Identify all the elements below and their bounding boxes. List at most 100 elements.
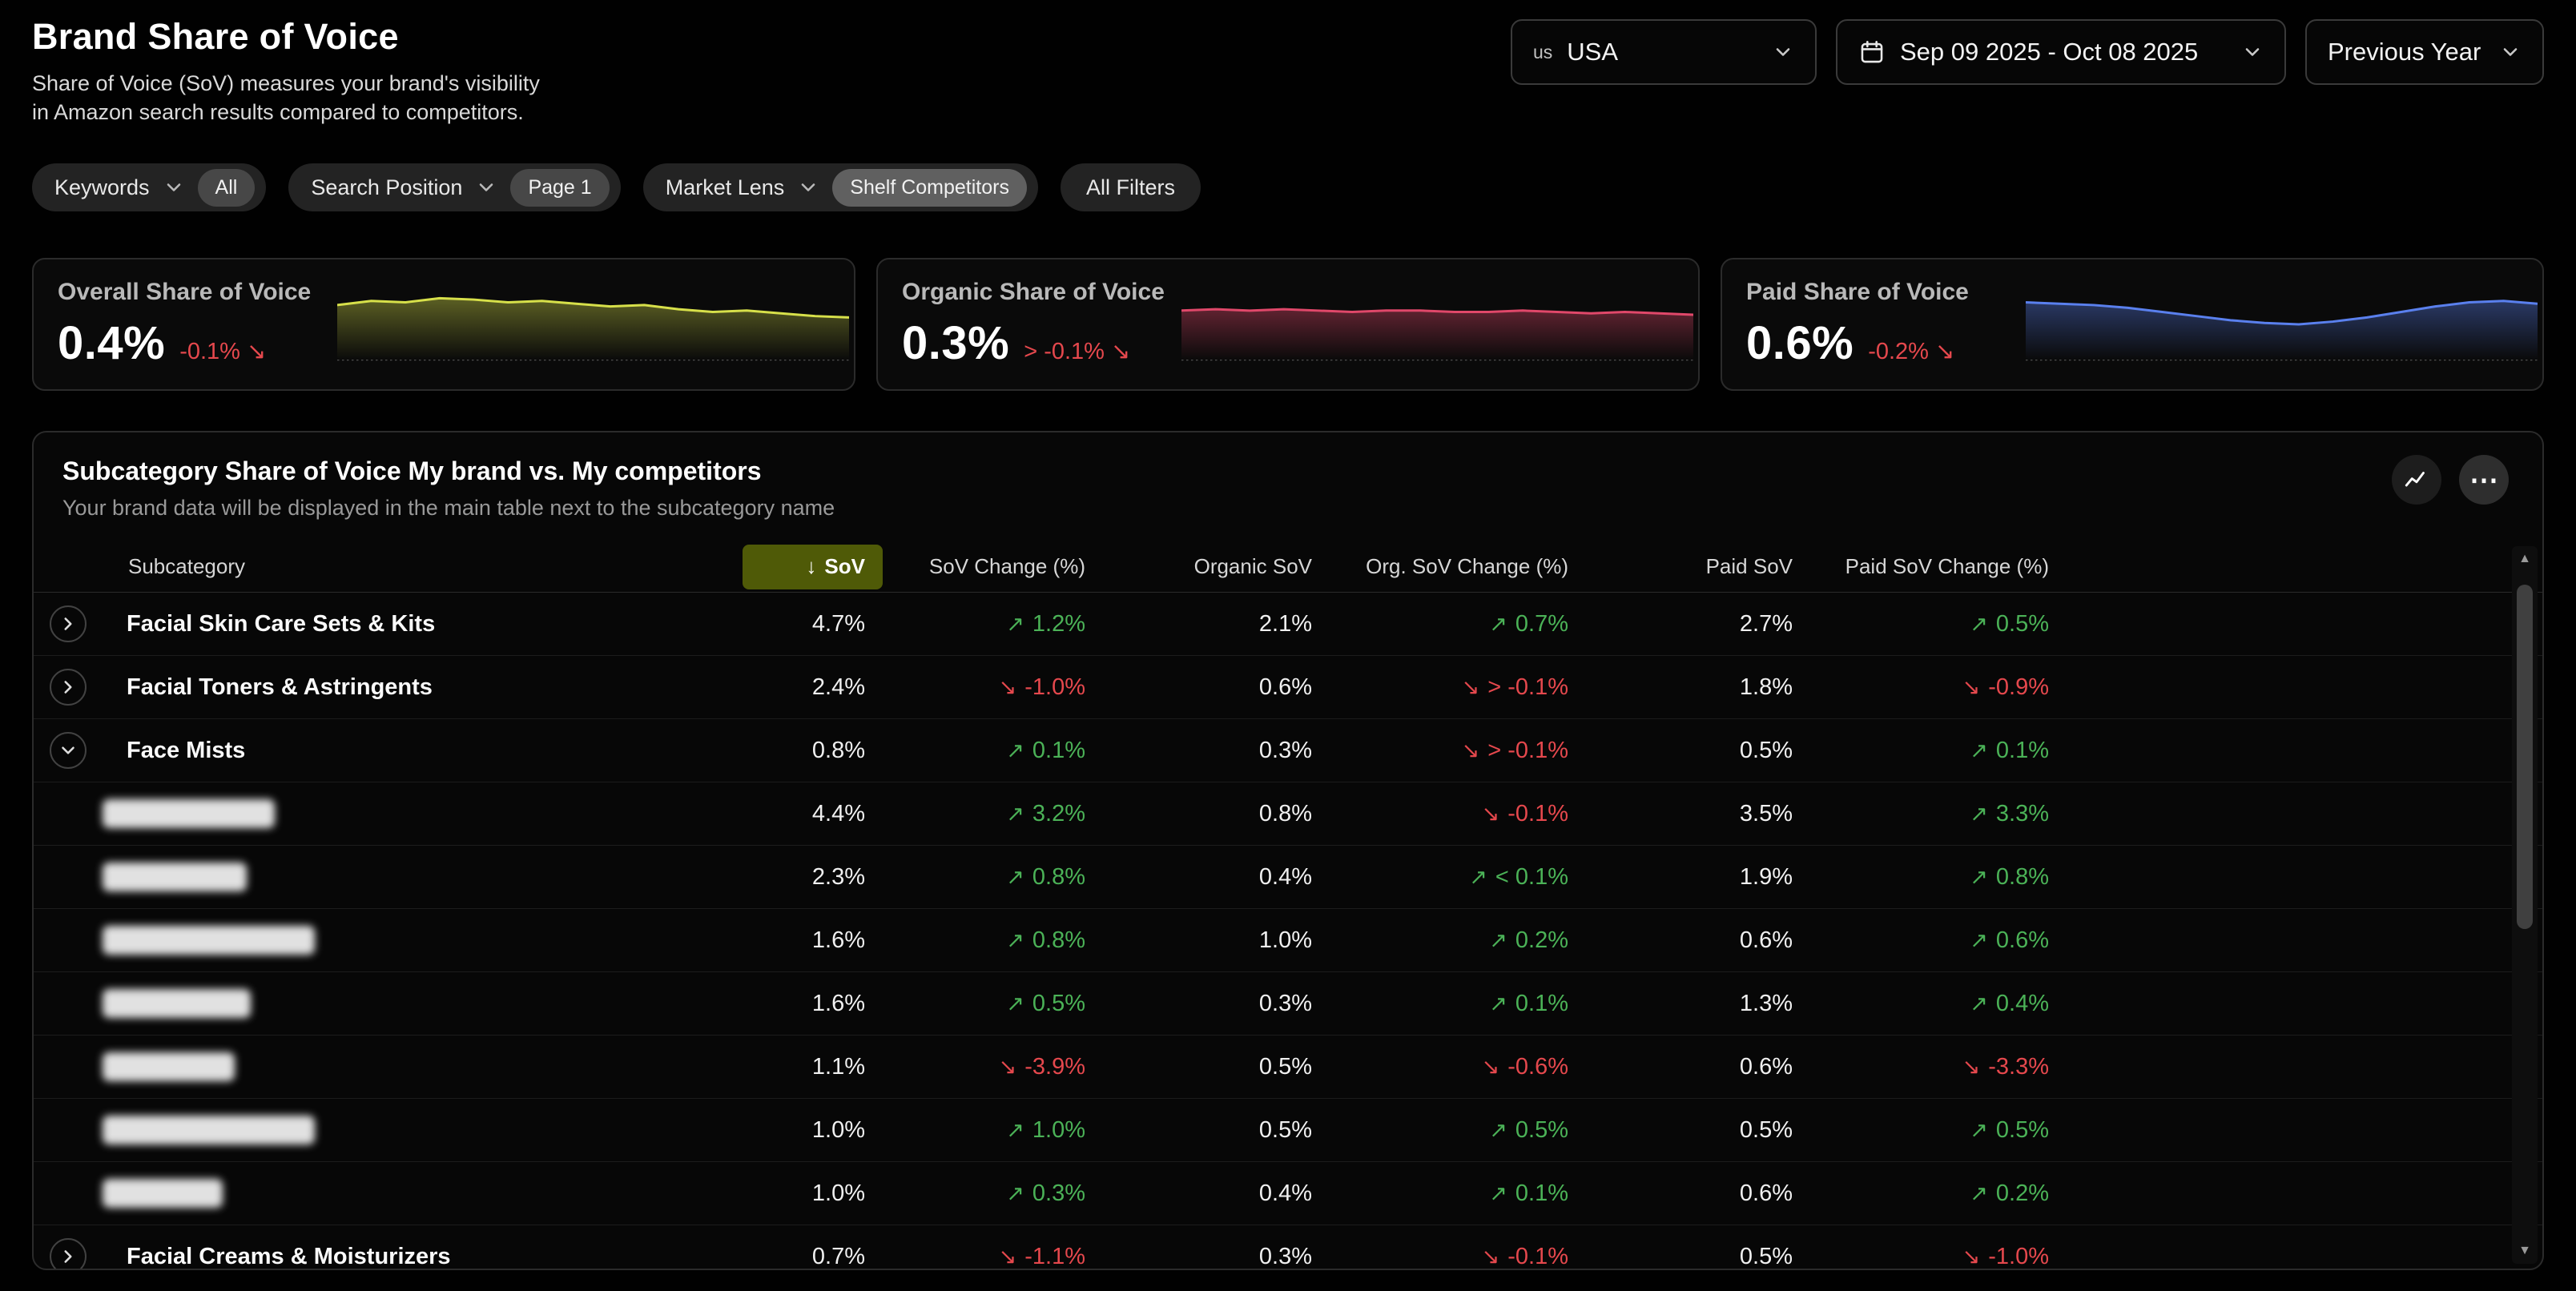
paid-sov-value: 0.6% bbox=[1739, 1180, 1793, 1206]
paid-sov-change: ↗ 0.5% bbox=[1970, 1116, 2049, 1143]
trend-down-icon: ↘ bbox=[1962, 1054, 1981, 1079]
country-name: USA bbox=[1567, 38, 1619, 66]
organic-sov-value: 0.4% bbox=[1258, 863, 1312, 890]
paid-sov-value: 0.5% bbox=[1739, 1243, 1793, 1269]
all-filters-button[interactable]: All Filters bbox=[1060, 163, 1201, 211]
column-header-organic-sov-change[interactable]: Org. SoV Change (%) bbox=[1366, 554, 1568, 578]
subcategory-cell bbox=[34, 1179, 743, 1208]
column-header-paid-sov-change[interactable]: Paid SoV Change (%) bbox=[1845, 554, 2049, 578]
table-row[interactable]: 1.0% ↗ 1.0% 0.5% ↗ 0.5% 0.5% ↗ 0.5% bbox=[34, 1099, 2542, 1162]
table-row[interactable]: Face Mists 0.8% ↗ 0.1% 0.3% ↘ > -0.1% 0.5% ↗ 0.1% bbox=[34, 719, 2542, 782]
trend-down-icon: ↘ bbox=[1481, 1244, 1500, 1269]
trend-down-icon: ↘ bbox=[1962, 674, 1981, 699]
expand-row-button[interactable] bbox=[50, 605, 87, 642]
paid-sov-value: 0.5% bbox=[1739, 1116, 1793, 1143]
column-header-subcategory[interactable]: Subcategory bbox=[128, 554, 245, 578]
table-row[interactable]: 1.6% ↗ 0.5% 0.3% ↗ 0.1% 1.3% ↗ 0.4% bbox=[34, 972, 2542, 1036]
collapse-row-button[interactable] bbox=[50, 732, 87, 769]
date-range-picker[interactable]: Sep 09 2025 - Oct 08 2025 bbox=[1836, 19, 2286, 85]
table-row[interactable]: Facial Creams & Moisturizers 0.7% ↘ -1.1% 0.… bbox=[34, 1225, 2542, 1269]
organic-sov-value: 0.5% bbox=[1258, 1053, 1312, 1080]
scroll-up-icon[interactable]: ▲ bbox=[2518, 552, 2531, 565]
column-header-organic-sov[interactable]: Organic SoV bbox=[1193, 554, 1312, 578]
subcategory-cell bbox=[34, 926, 743, 955]
trend-down-icon: ↘ bbox=[998, 1054, 1017, 1079]
filter-bar: Keywords All Search Position Page 1 Mark… bbox=[32, 163, 2544, 211]
trend-down-icon: ↘ bbox=[998, 1244, 1017, 1269]
scroll-down-icon[interactable]: ▼ bbox=[2518, 1244, 2531, 1257]
subcategory-cell bbox=[34, 799, 743, 828]
column-header-sov[interactable]: ↓ SoV bbox=[743, 544, 883, 589]
chevron-down-icon bbox=[1772, 41, 1794, 63]
trend-up-icon: ↗ bbox=[1006, 1180, 1024, 1205]
table-row[interactable]: 1.1% ↘ -3.9% 0.5% ↘ -0.6% 0.6% ↘ -3.3% bbox=[34, 1036, 2542, 1099]
kpi-row: Overall Share of Voice 0.4% -0.1% ↘ Orga… bbox=[32, 258, 2544, 391]
redacted-brand-name bbox=[103, 1052, 235, 1081]
scrollbar-thumb[interactable] bbox=[2517, 585, 2533, 929]
kpi-value-row: 0.4% -0.1% ↘ bbox=[58, 316, 830, 370]
expand-row-button[interactable] bbox=[50, 1238, 87, 1269]
page-subtitle-line1: Share of Voice (SoV) measures your brand… bbox=[32, 71, 540, 95]
sov-value: 4.4% bbox=[811, 800, 865, 826]
paid-sov-change: ↗ 0.5% bbox=[1970, 610, 2049, 637]
sov-change: ↗ 0.8% bbox=[1006, 927, 1085, 953]
sov-value: 2.3% bbox=[811, 863, 865, 890]
comparison-select[interactable]: Previous Year bbox=[2305, 19, 2544, 85]
sov-value: 0.8% bbox=[811, 737, 865, 763]
subcategory-name: Facial Creams & Moisturizers bbox=[127, 1243, 451, 1269]
filter-market-lens[interactable]: Market Lens Shelf Competitors bbox=[642, 163, 1038, 211]
chevron-down-icon bbox=[2241, 41, 2264, 63]
subcategory-sov-card: Subcategory Share of Voice My brand vs. … bbox=[32, 431, 2544, 1270]
sov-change: ↘ -3.9% bbox=[998, 1053, 1085, 1080]
country-select[interactable]: us USA bbox=[1511, 19, 1817, 85]
organic-sov-change: ↘ -0.1% bbox=[1481, 1243, 1568, 1269]
trend-up-icon: ↗ bbox=[1006, 991, 1024, 1016]
table-row[interactable]: Facial Toners & Astringents 2.4% ↘ -1.0% 0.6… bbox=[34, 656, 2542, 719]
paid-sov-value: 1.3% bbox=[1739, 990, 1793, 1016]
organic-sov-change: ↗ < 0.1% bbox=[1469, 863, 1568, 890]
trend-up-icon: ↗ bbox=[1006, 927, 1024, 952]
sov-value: 0.7% bbox=[811, 1243, 865, 1269]
trend-up-icon: ↗ bbox=[1970, 927, 1988, 952]
more-options-button[interactable]: ⋯ bbox=[2459, 455, 2509, 505]
paid-sov-value: 2.7% bbox=[1739, 610, 1793, 637]
trend-up-icon: ↗ bbox=[1006, 611, 1024, 636]
filter-keywords[interactable]: Keywords All bbox=[32, 163, 267, 211]
trend-up-icon: ↗ bbox=[1970, 611, 1988, 636]
chevron-down-icon bbox=[797, 176, 819, 199]
organic-sov-value: 0.3% bbox=[1258, 1243, 1312, 1269]
organic-sov-change: ↗ 0.5% bbox=[1489, 1116, 1568, 1143]
kpi-value-row: 0.3% > -0.1% ↘ bbox=[902, 316, 1674, 370]
line-chart-icon bbox=[2403, 466, 2430, 493]
trend-down-icon: ↘ bbox=[1481, 801, 1500, 826]
sov-change: ↗ 3.2% bbox=[1006, 800, 1085, 826]
kpi-delta-value: > -0.1% bbox=[1024, 339, 1105, 364]
table-row[interactable]: 1.6% ↗ 0.8% 1.0% ↗ 0.2% 0.6% ↗ 0.6% bbox=[34, 909, 2542, 972]
subcategory-cell bbox=[34, 1116, 743, 1144]
table-row[interactable]: 1.0% ↗ 0.3% 0.4% ↗ 0.1% 0.6% ↗ 0.2% bbox=[34, 1162, 2542, 1225]
filter-search-position[interactable]: Search Position Page 1 bbox=[288, 163, 621, 211]
table-scrollbar[interactable]: ▲ ▼ bbox=[2512, 546, 2538, 1264]
redacted-brand-name bbox=[103, 926, 315, 955]
column-header-sov-change[interactable]: SoV Change (%) bbox=[928, 554, 1085, 578]
paid-sov-value: 0.5% bbox=[1739, 737, 1793, 763]
sov-change: ↘ -1.1% bbox=[998, 1243, 1085, 1269]
chart-view-button[interactable] bbox=[2392, 455, 2441, 505]
sov-value: 1.6% bbox=[811, 927, 865, 953]
sov-value: 1.1% bbox=[811, 1053, 865, 1080]
sov-change: ↗ 0.8% bbox=[1006, 863, 1085, 890]
sov-value: 2.4% bbox=[811, 674, 865, 700]
sov-value: 1.6% bbox=[811, 990, 865, 1016]
subcategory-cell: Face Mists bbox=[34, 732, 743, 769]
table-row[interactable]: Facial Skin Care Sets & Kits 4.7% ↗ 1.2% 2.1… bbox=[34, 593, 2542, 656]
trend-up-icon: ↗ bbox=[1006, 801, 1024, 826]
expand-row-button[interactable] bbox=[50, 669, 87, 706]
subcategory-name: Face Mists bbox=[127, 737, 246, 763]
table-row[interactable]: 4.4% ↗ 3.2% 0.8% ↘ -0.1% 3.5% ↗ 3.3% bbox=[34, 782, 2542, 846]
table-row[interactable]: 2.3% ↗ 0.8% 0.4% ↗ < 0.1% 1.9% ↗ 0.8% bbox=[34, 846, 2542, 909]
redacted-brand-name bbox=[103, 799, 275, 828]
top-controls: us USA Sep 09 2025 - Oct 08 2025 Previou… bbox=[1511, 19, 2544, 85]
column-header-paid-sov[interactable]: Paid SoV bbox=[1705, 554, 1793, 578]
trend-up-icon: ↗ bbox=[1489, 1180, 1507, 1205]
trend-up-icon: ↗ bbox=[1970, 1117, 1988, 1142]
